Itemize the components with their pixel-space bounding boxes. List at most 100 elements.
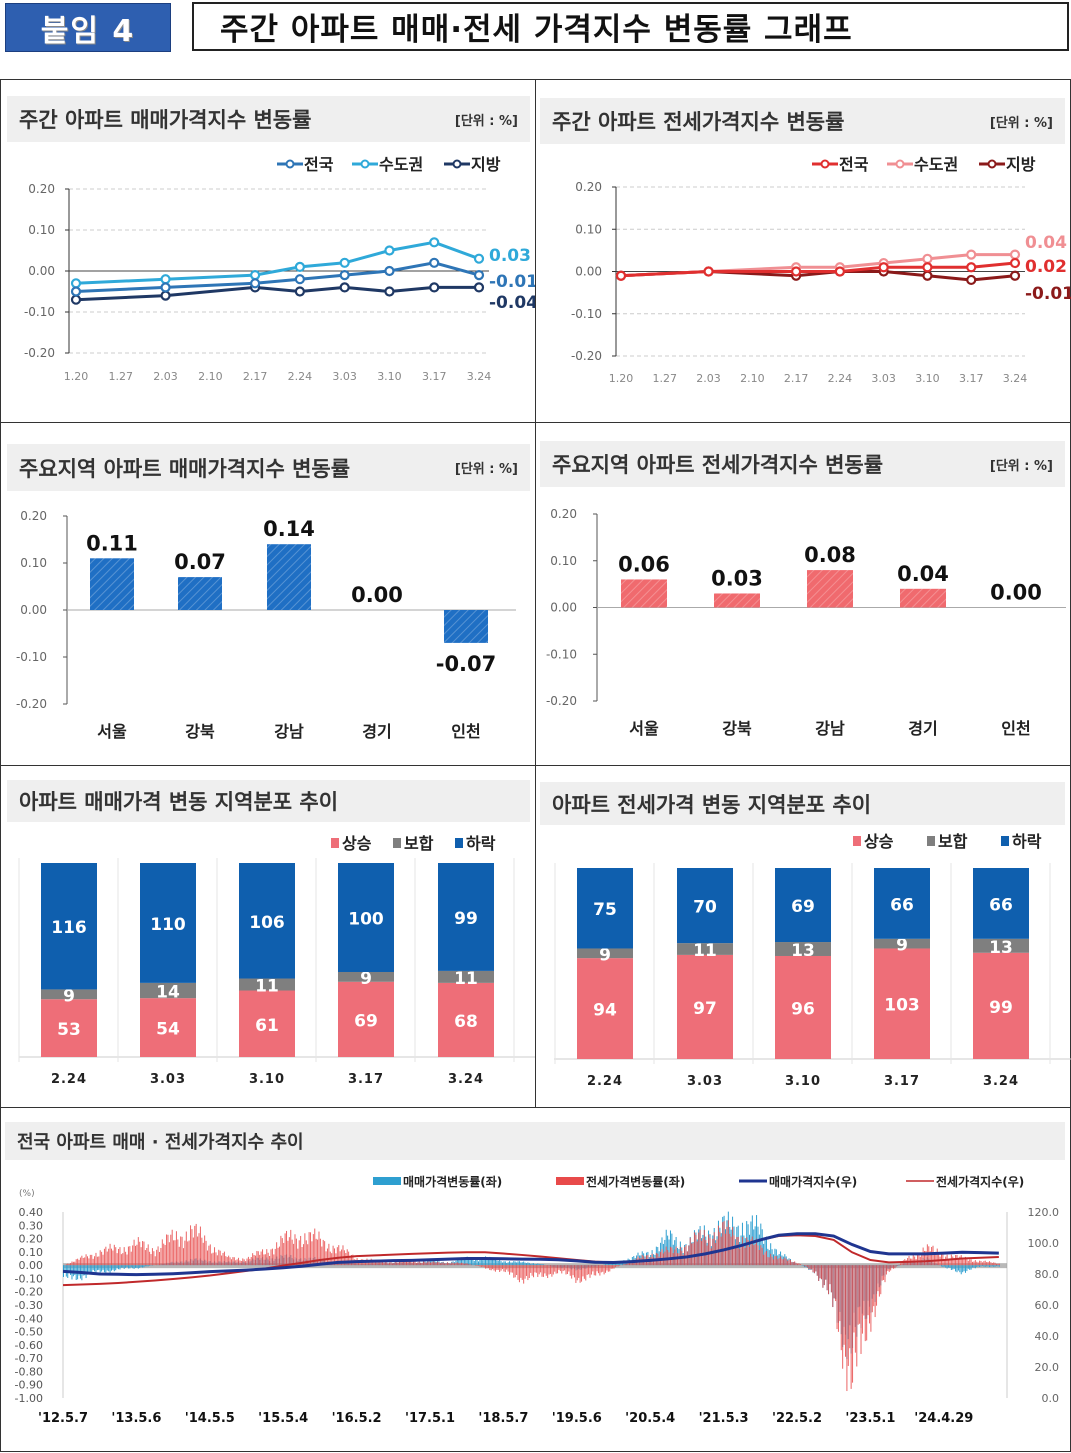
rate-bar xyxy=(890,1265,891,1270)
rate-bar xyxy=(496,1265,497,1270)
rate-bar xyxy=(125,1265,126,1268)
rate-bar xyxy=(966,1259,967,1266)
rate-bar xyxy=(441,1263,442,1266)
legend-label: 전국 xyxy=(839,155,869,174)
rate-bar xyxy=(283,1243,284,1265)
rate-bar xyxy=(715,1243,716,1265)
rate-bar xyxy=(438,1262,439,1265)
x-tick-label: 3.24 xyxy=(467,370,492,383)
x-tick-label: 2.03 xyxy=(696,372,721,385)
rate-bar xyxy=(824,1265,825,1285)
right-tick-label: 100.0 xyxy=(1028,1237,1060,1250)
rate-bar xyxy=(462,1263,463,1265)
rate-bar xyxy=(247,1259,248,1266)
rate-bar xyxy=(509,1261,510,1265)
rate-bar xyxy=(506,1265,507,1269)
bar-chart: 0.200.100.00-0.10-0.200.11서울0.07강북0.14강남… xyxy=(1,423,537,767)
x-tick-label: 2.24 xyxy=(587,1074,623,1089)
rate-bar xyxy=(465,1263,466,1265)
rate-bar xyxy=(104,1265,105,1272)
rate-bar xyxy=(996,1265,997,1266)
rate-bar xyxy=(808,1265,809,1269)
rate-bar xyxy=(477,1259,478,1265)
rate-bar xyxy=(796,1263,797,1265)
rate-bar xyxy=(187,1241,188,1265)
rate-bar xyxy=(609,1265,610,1271)
rate-bar xyxy=(584,1265,585,1279)
rate-bar xyxy=(798,1263,799,1265)
rate-bar xyxy=(251,1257,252,1265)
rate-bar xyxy=(789,1260,790,1265)
rate-bar xyxy=(828,1265,829,1294)
rate-bar xyxy=(945,1265,946,1267)
data-point xyxy=(72,279,80,287)
rate-bar xyxy=(146,1248,147,1265)
rate-bar xyxy=(769,1257,770,1265)
rate-bar xyxy=(800,1264,801,1265)
rate-bar xyxy=(457,1262,458,1265)
rate-bar xyxy=(314,1229,315,1266)
rate-bar xyxy=(968,1265,969,1269)
end-value-label: -0.01 xyxy=(489,272,537,292)
rate-bar xyxy=(784,1257,785,1265)
rate-bar xyxy=(248,1257,249,1265)
legend-label: 전세가격지수(우) xyxy=(936,1174,1024,1189)
rate-bar xyxy=(993,1262,994,1265)
x-tick-label: 강남 xyxy=(815,719,845,738)
rate-bar xyxy=(880,1265,881,1294)
rate-bar xyxy=(477,1265,478,1266)
end-value-label: 0.04 xyxy=(1025,233,1067,253)
left-tick-label: 0.00 xyxy=(19,1259,44,1272)
rate-bar xyxy=(982,1262,983,1265)
rate-bar xyxy=(882,1265,883,1280)
rate-bar xyxy=(510,1265,511,1272)
rate-bar xyxy=(978,1262,979,1265)
rate-bar xyxy=(104,1249,105,1265)
data-point xyxy=(967,251,975,259)
rate-bar xyxy=(100,1265,101,1272)
rate-bar xyxy=(166,1234,167,1265)
rate-bar xyxy=(136,1265,137,1268)
rate-bar xyxy=(280,1236,281,1265)
rate-bar xyxy=(817,1265,818,1276)
rate-bar xyxy=(525,1263,526,1266)
rate-bar xyxy=(949,1265,950,1268)
rate-bar xyxy=(259,1255,260,1265)
rate-bar xyxy=(786,1259,787,1265)
rate-bar xyxy=(522,1262,523,1265)
rate-bar xyxy=(158,1246,159,1265)
rate-bar xyxy=(822,1265,823,1288)
rate-bar xyxy=(165,1245,166,1265)
rate-bar xyxy=(557,1265,558,1273)
rate-bar xyxy=(122,1265,123,1268)
rate-bar xyxy=(979,1261,980,1265)
rate-bar xyxy=(532,1263,533,1265)
rate-bar xyxy=(163,1244,164,1265)
right-tick-label: 60.0 xyxy=(1035,1299,1060,1312)
rate-bar xyxy=(422,1263,423,1265)
data-point xyxy=(296,263,304,271)
rate-bar xyxy=(889,1265,890,1272)
rate-bar xyxy=(167,1235,168,1265)
y-tick-label: -0.10 xyxy=(16,650,47,664)
rate-bar xyxy=(323,1240,324,1265)
rate-bar xyxy=(101,1252,102,1265)
x-tick-label: '20.5.4 xyxy=(625,1411,675,1426)
rate-bar xyxy=(204,1235,205,1265)
rate-bar xyxy=(119,1265,120,1269)
rate-bar xyxy=(272,1249,273,1266)
rate-bar xyxy=(230,1257,231,1265)
x-tick-label: 경기 xyxy=(908,719,937,738)
rate-bar xyxy=(746,1237,747,1265)
bar-value-label: 0.06 xyxy=(618,552,670,576)
rate-bar xyxy=(196,1224,197,1265)
rate-bar xyxy=(820,1265,821,1278)
rate-bar xyxy=(407,1262,408,1266)
rate-bar xyxy=(992,1263,993,1265)
rate-bar xyxy=(470,1264,471,1265)
rate-bar xyxy=(877,1265,878,1291)
rate-bar xyxy=(534,1264,535,1265)
rate-bar xyxy=(258,1251,259,1265)
segment-value-label: 94 xyxy=(593,1001,617,1021)
